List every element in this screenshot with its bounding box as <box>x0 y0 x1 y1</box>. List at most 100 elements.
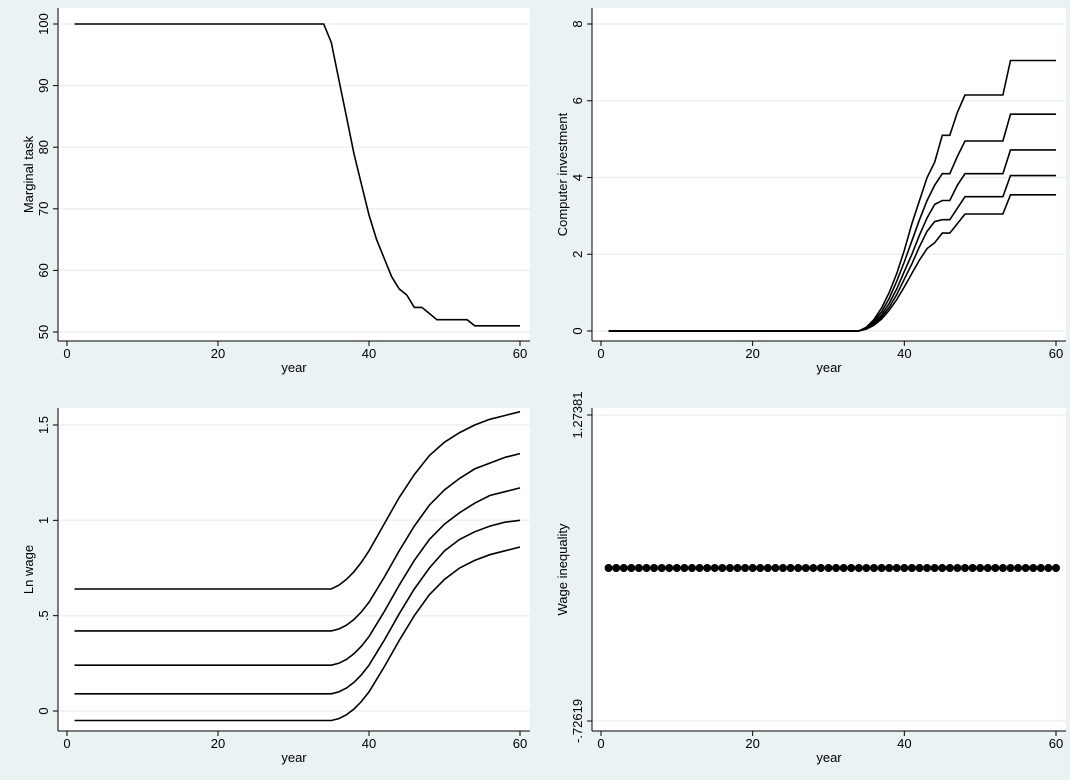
data-point <box>779 564 787 572</box>
series-line-1 <box>608 59 1056 332</box>
data-point <box>1036 564 1045 572</box>
data-point <box>1052 564 1060 572</box>
data-point <box>703 564 712 572</box>
data-point <box>710 564 719 572</box>
data-point <box>1006 564 1015 572</box>
series-line-3 <box>74 487 521 666</box>
data-point <box>976 564 985 572</box>
data-point <box>915 564 924 572</box>
x-tick-label: 0 <box>597 736 604 751</box>
chart-panel-marginal-task: 0 20 40 60 50 60 70 80 90 100 year Marginal task <box>21 8 530 375</box>
y-tick-label: 6 <box>570 97 585 104</box>
data-point <box>718 564 727 572</box>
x-axis-label: year <box>281 750 307 765</box>
data-point <box>968 564 977 572</box>
y-axis-label: Wage inequality <box>555 523 570 616</box>
x-tick-label: 60 <box>1049 736 1063 751</box>
data-point <box>877 564 886 572</box>
data-point <box>657 564 666 572</box>
y-tick-label: 8 <box>570 20 585 27</box>
data-point <box>672 564 681 572</box>
data-point <box>627 564 636 572</box>
y-tick-label: 70 <box>36 202 51 216</box>
y-tick-label: 80 <box>36 140 51 154</box>
chart-panel-computer-investment: 0 20 40 60 0 2 4 6 8 year Computer investment <box>555 8 1066 375</box>
data-point <box>885 564 894 572</box>
x-tick-label: 40 <box>897 346 911 361</box>
data-point <box>945 564 954 572</box>
data-point <box>1021 564 1030 572</box>
data-point <box>907 564 916 572</box>
data-point <box>938 564 947 572</box>
data-point <box>619 564 628 572</box>
x-axis-label: year <box>281 360 307 375</box>
series-line-4 <box>74 519 521 695</box>
data-point <box>847 564 856 572</box>
y-tick-label: 0 <box>570 327 585 334</box>
data-point <box>786 564 795 572</box>
y-tick-label: 100 <box>36 13 51 35</box>
data-point <box>688 564 696 572</box>
data-point <box>741 564 750 572</box>
data-point <box>1014 564 1023 572</box>
data-point <box>680 564 689 572</box>
data-point <box>642 564 651 572</box>
data-point <box>900 564 909 572</box>
data-point <box>763 564 772 572</box>
x-axis-label: year <box>816 750 842 765</box>
x-tick-label: 60 <box>513 736 527 751</box>
plot-area <box>58 8 530 341</box>
x-tick-label: 40 <box>362 736 376 751</box>
y-tick-label: 4 <box>570 174 585 181</box>
y-axis-label: Computer investment <box>555 112 570 236</box>
x-tick-label: 0 <box>597 346 604 361</box>
data-point <box>771 564 780 572</box>
x-tick-label: 60 <box>1049 346 1063 361</box>
y-tick-label: 1.27381 <box>570 392 585 439</box>
data-point <box>612 564 621 572</box>
series-line-3 <box>608 149 1056 332</box>
series-line-1 <box>74 23 520 327</box>
data-point <box>1029 564 1038 572</box>
data-point <box>816 564 825 572</box>
x-tick-label: 20 <box>745 346 759 361</box>
chart-panel-ln-wage: 0 20 40 60 0 .5 1 1.5 year Ln wage <box>21 408 530 765</box>
data-point <box>961 564 969 572</box>
data-point <box>983 564 992 572</box>
x-axis-label: year <box>816 360 842 375</box>
data-point <box>1044 564 1053 572</box>
data-point <box>991 564 1000 572</box>
data-point <box>650 564 659 572</box>
data-point <box>733 564 742 572</box>
data-point <box>953 564 962 572</box>
x-tick-label: 60 <box>513 346 527 361</box>
chart-panel-wage-inequality: 0 20 40 60 -.72619 1.27381 year Wage inequality <box>555 392 1066 765</box>
data-point <box>756 564 765 572</box>
series-line-2 <box>608 113 1056 332</box>
x-tick-label: 20 <box>211 346 225 361</box>
x-tick-label: 0 <box>63 346 70 361</box>
y-tick-label: 2 <box>570 251 585 258</box>
y-axis-label: Ln wage <box>21 545 36 594</box>
x-tick-label: 40 <box>897 736 911 751</box>
x-tick-label: 0 <box>63 736 70 751</box>
data-point <box>748 564 757 572</box>
y-tick-label: .5 <box>36 610 51 621</box>
y-tick-label: -.72619 <box>570 699 585 743</box>
data-point <box>832 564 841 572</box>
x-tick-label: 20 <box>745 736 759 751</box>
data-point <box>794 564 803 572</box>
y-tick-label: 1 <box>36 517 51 524</box>
y-tick-label: 90 <box>36 78 51 92</box>
series-line-5 <box>74 546 521 722</box>
data-point <box>923 564 932 572</box>
x-tick-label: 40 <box>362 346 376 361</box>
data-point <box>665 564 674 572</box>
series-line-5 <box>608 194 1056 332</box>
series-line-1 <box>74 410 521 590</box>
data-point <box>809 564 818 572</box>
data-point <box>862 564 871 572</box>
data-point <box>824 564 833 572</box>
data-point <box>998 564 1007 572</box>
